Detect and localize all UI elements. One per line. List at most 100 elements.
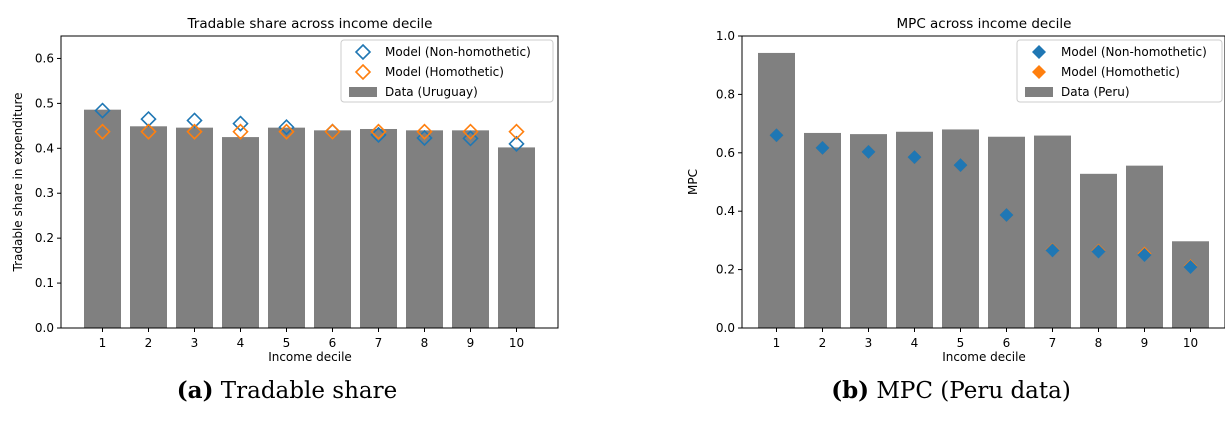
bar-decile-4: [896, 131, 933, 328]
marker-non_homothetic-9: [462, 130, 479, 147]
xtick-label: 3: [191, 336, 199, 350]
ytick-label: 0.8: [716, 87, 735, 101]
xtick-label: 6: [329, 336, 337, 350]
legend-marker-homothetic: [354, 63, 372, 81]
ytick-label: 0.1: [35, 276, 54, 290]
marker-homothetic-3: [186, 123, 203, 140]
marker-non_homothetic-6: [999, 207, 1014, 222]
legend: Model (Non-homothetic) Model (Homothetic)…: [1016, 39, 1223, 103]
xtick-label: 2: [145, 336, 153, 350]
xtick-label: 3: [865, 336, 873, 350]
marker-homothetic-8: [416, 123, 433, 140]
chart-b: 0.0 0.2 0.4 0.6 0.8 1.0 1 2 3 4 5 6 7 8 9 10 MPC across …: [686, 16, 1225, 364]
bar-decile-3: [850, 134, 887, 328]
caption-b-letter: (b): [831, 377, 870, 404]
xtick-label: 8: [421, 336, 429, 350]
marker-non_homothetic-9: [1137, 248, 1152, 262]
legend-entry: Model (Homothetic): [1061, 65, 1180, 79]
marker-non_homothetic-5: [953, 158, 968, 173]
xtick-label: 10: [509, 336, 524, 350]
caption-a-letter: (a): [176, 377, 214, 404]
x-axis-label: Income decile: [942, 350, 1026, 364]
marker-homothetic-2: [140, 123, 157, 140]
marker-non_homothetic-2: [140, 110, 157, 128]
xtick-label: 7: [1049, 336, 1057, 350]
marker-homothetic-1: [94, 123, 111, 140]
marker-non_homothetic-1: [769, 128, 784, 143]
bar-decile-2: [130, 126, 167, 329]
xtick-label: 1: [773, 336, 781, 350]
bar-decile-10: [498, 147, 535, 328]
ytick-label: 0.2: [35, 231, 54, 245]
chart-a: 0.0 0.1 0.2 0.3 0.4 0.5 0.6 1 2 3 4 5 6 7 8 9 10 Tradable…: [11, 16, 559, 364]
legend-marker-homothetic: [1032, 65, 1046, 79]
xtick-label: 1: [99, 336, 107, 350]
bar-decile-7: [360, 128, 397, 328]
bar-decile-9: [452, 130, 489, 328]
marker-homothetic-9: [462, 123, 479, 140]
marker-homothetic-5: [278, 123, 295, 140]
y-axis-label: MPC: [686, 169, 700, 195]
marker-homothetic-6: [324, 123, 341, 140]
ytick-label: 0.6: [716, 146, 735, 160]
ytick-label: 1.0: [716, 29, 735, 43]
legend-entry: Data (Peru): [1061, 85, 1130, 99]
legend-entry: Model (Homothetic): [385, 65, 504, 79]
marker-non_homothetic-4: [907, 150, 922, 165]
caption-b-text: MPC (Peru data): [876, 378, 1071, 404]
marker-non_homothetic-8: [416, 129, 433, 147]
x-axis-label: Income decile: [268, 350, 352, 364]
marker-non_homothetic-1: [94, 102, 111, 119]
legend-entry: Data (Uruguay): [385, 85, 478, 99]
marker-homothetic-7: [370, 123, 387, 140]
axes-frame: [60, 35, 559, 329]
ytick-label: 0.5: [35, 96, 54, 110]
marker-non_homothetic-3: [861, 144, 876, 159]
ytick-label: 0.6: [35, 51, 54, 65]
bar-decile-3: [176, 127, 213, 329]
bar-decile-1: [84, 109, 121, 328]
legend: Model (Non-homothetic) Model (Homothetic)…: [340, 39, 554, 103]
legend-entry: Model (Non-homothetic): [1061, 45, 1207, 59]
bar-decile-7: [1034, 135, 1071, 328]
legend-bar-swatch: [349, 87, 377, 97]
legend-marker-non_homothetic: [1032, 45, 1046, 59]
marker-non_homothetic-3: [186, 112, 203, 129]
xtick-label: 2: [819, 336, 827, 350]
caption-a: (a) Tradable share: [177, 377, 397, 404]
bar-decile-1: [758, 52, 795, 328]
legend-marker-non_homothetic: [354, 43, 372, 61]
ytick-label: 0.4: [35, 141, 54, 155]
ytick-label: 0.0: [716, 321, 735, 335]
marker-non_homothetic-10: [508, 135, 525, 152]
xtick-label: 6: [1003, 336, 1011, 350]
bar-decile-6: [988, 136, 1025, 328]
xtick-label: 5: [957, 336, 965, 350]
bar-decile-8: [406, 130, 443, 328]
bar-decile-10: [1172, 241, 1209, 328]
bar-decile-5: [268, 127, 305, 329]
bar-decile-6: [314, 130, 351, 328]
marker-homothetic-4: [232, 123, 249, 140]
legend-bar-swatch: [1025, 87, 1053, 97]
ytick-label: 0.2: [716, 263, 735, 277]
ytick-label: 0.3: [35, 186, 54, 200]
xtick-label: 9: [467, 336, 475, 350]
marker-non_homothetic-5: [278, 119, 295, 136]
xtick-label: 7: [375, 336, 383, 350]
chart-title: MPC across income decile: [897, 16, 1072, 32]
xtick-label: 10: [1183, 336, 1198, 350]
caption-b: (b) MPC (Peru data): [831, 377, 1071, 404]
marker-non_homothetic-8: [1091, 244, 1106, 259]
xtick-label: 8: [1095, 336, 1103, 350]
xtick-label: 4: [911, 336, 919, 350]
legend-box: [340, 39, 554, 103]
xtick-label: 4: [237, 336, 245, 350]
chart-title: Tradable share across income decile: [187, 16, 433, 32]
xtick-label: 5: [283, 336, 291, 350]
marker-non_homothetic-7: [370, 126, 387, 143]
xtick-label: 9: [1141, 336, 1149, 350]
ytick-label: 0.0: [35, 321, 54, 335]
legend-box: [1016, 39, 1223, 103]
